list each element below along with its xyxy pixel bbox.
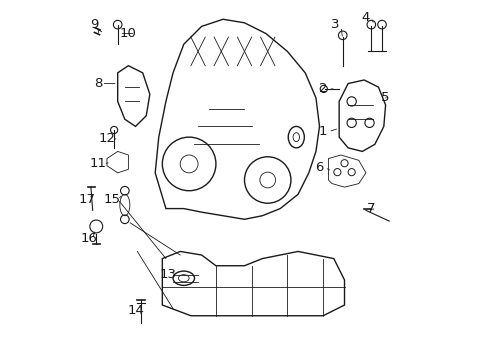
Text: 12: 12 bbox=[98, 132, 115, 145]
Text: 14: 14 bbox=[127, 304, 143, 317]
Text: 10: 10 bbox=[120, 27, 137, 40]
Text: 8: 8 bbox=[94, 77, 102, 90]
Text: 11: 11 bbox=[89, 157, 106, 170]
Text: 17: 17 bbox=[79, 193, 96, 206]
Text: 13: 13 bbox=[159, 268, 176, 281]
Text: 16: 16 bbox=[81, 233, 97, 246]
Text: 6: 6 bbox=[315, 161, 323, 174]
Text: 9: 9 bbox=[90, 18, 99, 31]
Text: 2: 2 bbox=[318, 82, 326, 95]
Text: 3: 3 bbox=[331, 18, 339, 31]
Text: 5: 5 bbox=[381, 91, 389, 104]
Text: 4: 4 bbox=[361, 11, 369, 24]
Text: 7: 7 bbox=[366, 202, 375, 215]
Text: 1: 1 bbox=[318, 125, 326, 138]
Text: 15: 15 bbox=[103, 193, 121, 206]
